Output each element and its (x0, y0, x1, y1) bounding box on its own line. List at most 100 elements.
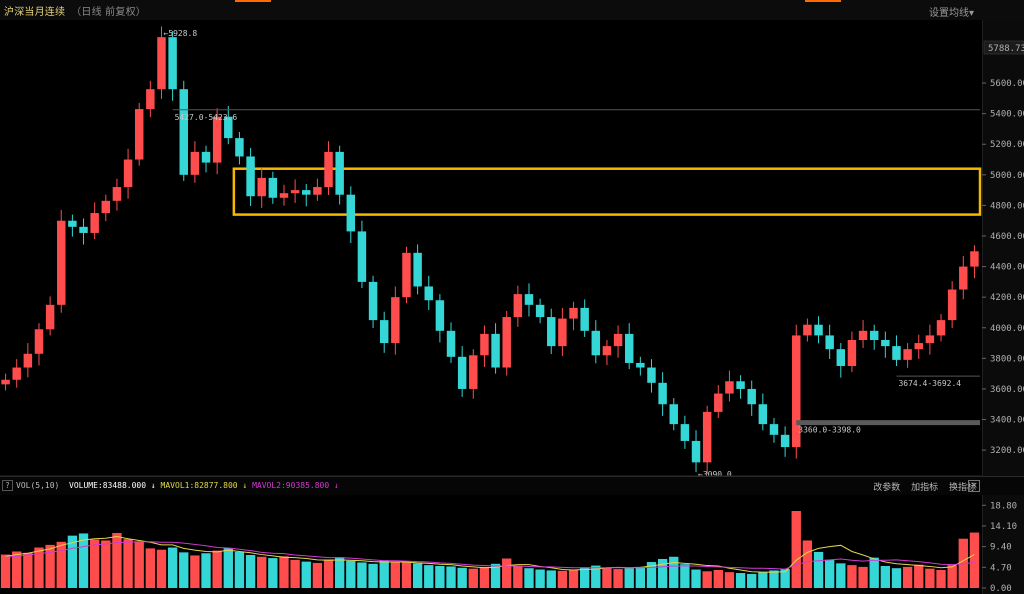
candle-body (792, 335, 801, 448)
volume-bar (34, 547, 44, 588)
arrow-down-icon: ↓ (150, 481, 156, 490)
candle-body (602, 346, 612, 356)
candle-body (636, 362, 645, 368)
volume-bar (223, 547, 233, 588)
candle-body (357, 231, 367, 282)
volume-bar (468, 568, 478, 588)
candle-body (268, 177, 278, 198)
candle-body (435, 300, 445, 331)
close-icon[interactable]: × (968, 480, 980, 492)
price-axis-label: 3800.00 (990, 354, 1024, 364)
volume-bar (78, 533, 89, 588)
candle-body (335, 151, 344, 195)
candle-body (224, 116, 233, 139)
candle-body (112, 187, 122, 201)
set-moving-average-button[interactable]: 设置均线▾ (928, 8, 974, 19)
candle-body (747, 388, 756, 405)
volume-bar (268, 558, 278, 588)
volume-bar (123, 539, 133, 588)
volume-bar (112, 533, 122, 588)
candle-body (190, 151, 200, 175)
volume-bar (769, 570, 779, 588)
period-label: （日线 前复权） (71, 7, 146, 18)
candle-body (702, 411, 712, 463)
candle-body (23, 353, 33, 368)
mavol2-value: MAVOL2:90385.800 (252, 481, 330, 490)
volume-bar (346, 560, 356, 588)
price-axis-label: 4600.00 (990, 232, 1024, 242)
candle-body (101, 200, 111, 214)
volume-bar (557, 570, 568, 588)
volume-axis-label: 4.70 (990, 563, 1012, 573)
candle-body (780, 434, 790, 448)
candle-body (45, 304, 55, 330)
price-axis-label: 5200.00 (990, 140, 1024, 150)
candle-body (580, 307, 589, 331)
candle-body (680, 424, 690, 441)
volume-bar (813, 551, 824, 588)
add-indicator-button[interactable]: 加指标 (911, 483, 939, 493)
candle-body (235, 138, 244, 157)
volume-bar (802, 540, 813, 588)
candle-body (647, 367, 656, 383)
edit-params-button[interactable]: 改参数 (873, 483, 901, 493)
candle-body (290, 190, 300, 194)
volume-bar (312, 562, 323, 588)
indicator-buttons: 改参数 加指标 换指标 (865, 480, 976, 493)
volume-bar (134, 541, 144, 588)
volume-bar (45, 544, 55, 588)
price-axis-label: 3200.00 (990, 446, 1024, 456)
volume-bar (669, 556, 679, 588)
volume-bar (869, 557, 879, 588)
candle-body (825, 335, 834, 350)
volume-bar (502, 558, 512, 588)
volume-bar (680, 564, 690, 588)
price-axis-label: 5600.00 (990, 79, 1024, 89)
volume-bar (724, 572, 735, 588)
price-annotation: 3360.0-3398.0 (798, 426, 861, 435)
current-price-box (983, 40, 1024, 55)
volume-bar (568, 569, 579, 588)
volume-bar (657, 558, 668, 588)
candle-body (513, 294, 523, 318)
mavol2-line (5, 541, 975, 570)
volume-bar (212, 550, 222, 588)
volume-bar (390, 562, 401, 588)
price-axis-label: 5400.00 (990, 110, 1024, 120)
price-annotation: ←5928.8 (163, 29, 197, 38)
volume-bar (902, 566, 913, 588)
candle-body (925, 335, 935, 344)
volume-bar (791, 511, 801, 588)
price-axis-label: 5000.00 (990, 171, 1024, 181)
volume-bar (257, 556, 267, 588)
candle-body (413, 252, 422, 287)
candle-body (803, 324, 812, 336)
volume-bar (891, 568, 902, 588)
volume-bar (535, 569, 545, 588)
volume-bar (424, 565, 434, 588)
volume-bar (201, 553, 211, 588)
candle-body (1, 379, 10, 385)
volume-bar (457, 567, 467, 588)
candle-body (558, 318, 567, 347)
volume-bar (969, 532, 980, 588)
volume-bar (89, 539, 100, 588)
volume-bar (691, 569, 701, 588)
volume-bar (747, 573, 757, 588)
volume-bar (524, 568, 534, 588)
active-tab-marker (235, 0, 271, 2)
highlight-box (232, 167, 982, 216)
volume-bar (624, 568, 634, 588)
change-indicator-button[interactable]: 换指标 (948, 483, 976, 493)
volume-bar (145, 548, 156, 588)
help-icon[interactable]: ? (2, 480, 13, 491)
candle-body (168, 37, 177, 90)
volume-indicator-values: VOL(5,10) VOLUME:83488.000 ↓ MAVOL1:8287… (16, 481, 339, 490)
price-axis-panel (982, 20, 1024, 594)
mavol1-line (5, 536, 975, 573)
arrow-down-icon: ↓ (333, 481, 339, 490)
candle-body (68, 220, 77, 227)
volume-bar (368, 563, 378, 588)
current-price-label: 5788.73 (988, 44, 1024, 54)
